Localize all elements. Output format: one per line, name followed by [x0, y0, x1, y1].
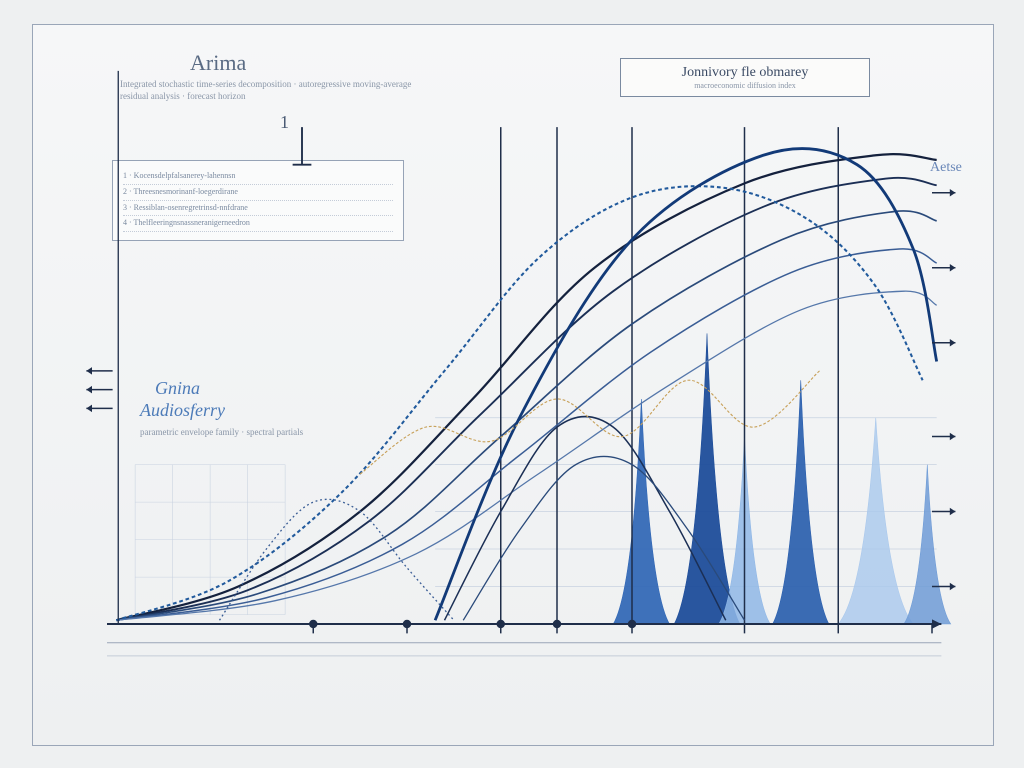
chart-svg: [32, 24, 992, 744]
